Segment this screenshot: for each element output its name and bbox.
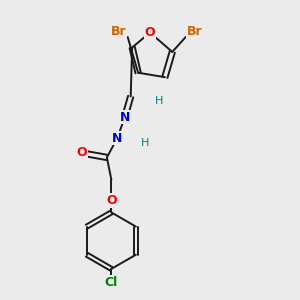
Text: O: O	[106, 194, 117, 207]
Text: Br: Br	[111, 25, 127, 38]
Text: N: N	[112, 132, 122, 145]
Text: H: H	[155, 96, 163, 106]
Text: O: O	[145, 26, 155, 39]
Text: Cl: Cl	[105, 276, 118, 289]
Text: Br: Br	[187, 25, 203, 38]
Text: N: N	[119, 111, 130, 124]
Text: O: O	[76, 146, 87, 160]
Text: H: H	[141, 138, 150, 148]
